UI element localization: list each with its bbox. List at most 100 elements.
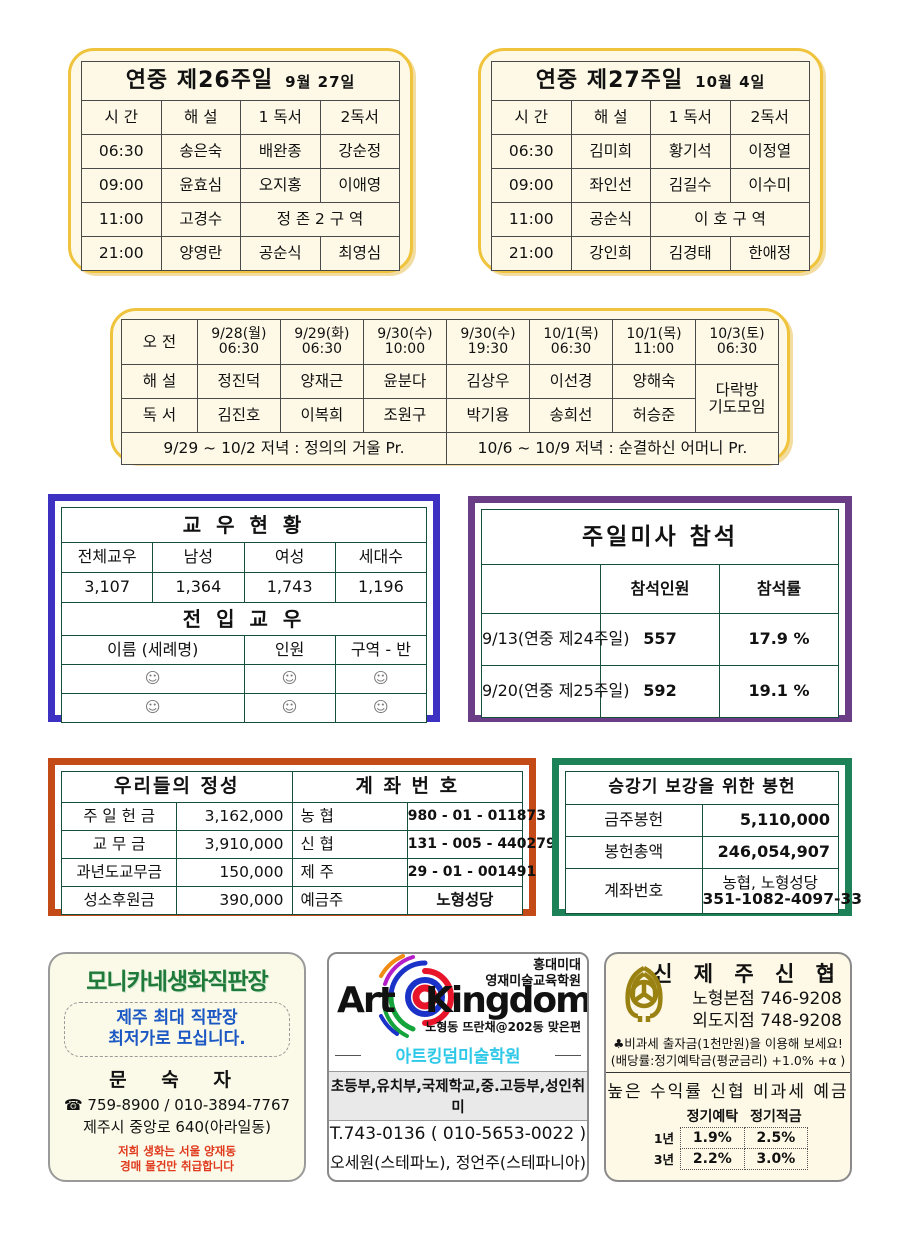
elevator-account-number: 351-1082-4097-33: [702, 890, 863, 908]
table-row: 주 일 헌 금 3,162,000 농 협 980 - 01 - 011873: [60, 802, 546, 831]
attendance-title: 주일미사 참석: [481, 509, 839, 565]
table-row: 09:00 좌인선 김길수 이수미: [491, 168, 810, 203]
sunday-panel-27: 연중 제27주일 10월 4일 시 간 해 설 1 독서 2독서 06:30 김미…: [478, 48, 823, 273]
cell-commentator: 정진덕: [196, 364, 281, 399]
ad-flower-shop[interactable]: 모니카네생화직판장 제주 최대 직판장 최저가로 모십니다. 문 숙 자 ☎ 7…: [48, 952, 306, 1182]
credit-union-promo-line1: ♣비과세 출자금(1천만원)을 이용해 보세요!: [613, 1036, 843, 1052]
table-row: 정기예탁 정기적금: [648, 1105, 808, 1128]
credit-union-highlight: 높은 수익률 신협 비과세 예금: [607, 1081, 849, 1102]
elevator-fund-box: 승강기 보강을 위한 봉헌 금주봉헌 5,110,000 봉헌총액 246,05…: [552, 758, 862, 916]
table-row: 계좌번호 농협, 노형성당 351-1082-4097-33: [565, 868, 862, 914]
offerings-box: 우리들의 정성 계 좌 번 호 주 일 헌 금 3,162,000 농 협 98…: [48, 758, 556, 916]
cell-time: 06:30: [81, 134, 162, 169]
cell-time: 09:00: [491, 168, 572, 203]
table-row: 승강기 보강을 위한 봉헌: [565, 771, 839, 805]
table-row: ☺ ☺ ☺: [61, 664, 428, 694]
cell-reading2: 강순정: [319, 134, 400, 169]
attendance-row-label: 9/20(연중 제25주일): [481, 665, 629, 718]
cell-commentator: 양재근: [279, 364, 364, 399]
bank-name: 예금주: [291, 886, 408, 915]
table-row: 금주봉헌 5,110,000: [565, 804, 839, 837]
sunday-panel-26: 연중 제26주일 9월 27일 시 간 해 설 1 독서 2독서 06:30 송은…: [68, 48, 413, 273]
col-header-time: 시 간: [491, 100, 572, 135]
table-row: 시 간 해 설 1 독서 2독서: [81, 100, 400, 135]
cell-commentator: 양해숙: [611, 364, 696, 399]
offering-amount: 390,000: [176, 886, 293, 915]
cell-reader: 조원구: [362, 398, 447, 433]
table-row: 교 무 금 3,910,000 신 협 131 - 005 - 440279: [60, 830, 556, 859]
weekday-col-1: 9/29(화) 06:30: [279, 319, 364, 365]
offerings-table: 우리들의 정성 계 좌 번 호 주 일 헌 금 3,162,000 농 협 98…: [60, 771, 556, 915]
credit-union-title: 신 제 주 신 협: [653, 962, 842, 986]
offering-item: 과년도교무금: [60, 858, 178, 887]
table-row: 11:00 공순식 이 호 구 역: [491, 202, 810, 237]
ad-art-kingdom[interactable]: Art Kingdom 홍대미대 영재미술교육학원 노형동 뜨란채@202동 맞…: [327, 952, 589, 1182]
cell-reading1: 김길수: [650, 168, 731, 203]
table-row: 참석인원 참석률: [481, 564, 839, 614]
table-row: 성소후원금 390,000 예금주 노형성당: [60, 886, 524, 915]
table-row: 06:30 송은숙 배완종 강순정: [81, 134, 400, 169]
cell-time: 06:30: [491, 134, 572, 169]
col-header-count: 인원: [243, 635, 336, 665]
rate-col-blank: [648, 1105, 681, 1128]
offering-amount: 150,000: [176, 858, 293, 887]
credit-union-branch-2: 외도지점 748-9208: [692, 1011, 842, 1032]
elevator-total-label: 봉헌총액: [565, 836, 703, 869]
col-header-female: 여성: [243, 542, 336, 573]
rate-term: 1년: [653, 1131, 675, 1147]
art-kingdom-phone: T.743-0136 ( 010-5653-0022 ): [329, 1124, 587, 1144]
weekday-time: 11:00: [633, 341, 675, 357]
rate-deposit: 2.2%: [680, 1147, 745, 1170]
table-row: 11:00 고경수 정 존 2 구 역: [81, 202, 400, 237]
col-header-commentator: 해 설: [570, 100, 651, 135]
elevator-account-bank: 농협, 노형성당: [722, 873, 818, 892]
table-row: 연중 제26주일 9월 27일: [81, 61, 400, 101]
cell-reader: 박기용: [445, 398, 530, 433]
weekday-date: 9/30(수): [460, 326, 516, 343]
cell-district: 정 존 2 구 역: [240, 202, 400, 237]
elevator-week-value: 5,110,000: [701, 804, 839, 837]
cell-time: 21:00: [81, 236, 162, 271]
cell-commentator: 고경수: [160, 202, 241, 237]
value-female: 1,743: [243, 572, 336, 603]
table-row: 9/13(연중 제24주일) 557 17.9 %: [481, 613, 839, 666]
weekday-date: 9/28(월): [211, 326, 267, 343]
cell-time: 09:00: [81, 168, 162, 203]
smiley-icon: ☺: [334, 664, 428, 694]
art-kingdom-korean-name: 홍대미대 영재미술교육학원: [485, 958, 581, 991]
ad-credit-union[interactable]: 신 제 주 신 협 노형본점 746-9208 외도지점 748-9208 ♣비…: [604, 952, 852, 1182]
offerings-title-right: 계 좌 번 호: [291, 771, 523, 803]
bank-name: 신 협: [291, 830, 408, 859]
smiley-icon: ☺: [334, 693, 428, 723]
cell-reader: 김진호: [196, 398, 281, 433]
offering-amount: 3,162,000: [176, 802, 293, 831]
col-header-reading1: 1 독서: [240, 100, 321, 135]
table-row: 봉헌총액 246,054,907: [565, 836, 839, 869]
cell-commentator: 좌인선: [570, 168, 651, 203]
footer-legion-right: 10/6 ~ 10/9 저녁 : 순결하신 어머니 Pr.: [445, 432, 780, 465]
flower-shop-owner: 문 숙 자: [109, 1068, 245, 1091]
attendance-box: 주일미사 참석 참석인원 참석률 9/13(연중 제24주일) 557 17.9…: [468, 496, 852, 722]
table-row: 연중 제27주일 10월 4일: [491, 61, 810, 101]
flower-shop-phone-row[interactable]: ☎ 759-8900 / 010-3894-7767: [50, 1096, 304, 1114]
col-header-name: 이름 (세례명): [61, 635, 245, 665]
phone-icon: ☎: [63, 1095, 83, 1114]
table-row: 교 우 현 황: [61, 507, 427, 543]
smiley-icon: ☺: [61, 693, 245, 723]
cell-commentator: 이선경: [528, 364, 613, 399]
credit-union-branch-1: 노형본점 746-9208: [692, 989, 842, 1009]
rate-term: 3년: [653, 1152, 675, 1168]
col-header-blank: [481, 564, 601, 614]
rate-savings: 2.5%: [743, 1126, 809, 1149]
note-line1: 저희 생화는 서울 양재동: [118, 1143, 236, 1158]
col-header-district: 구역 - 반: [334, 635, 428, 665]
attendance-rate: 17.9 %: [719, 613, 839, 666]
value-households: 1,196: [334, 572, 428, 603]
table-row: 06:30 김미희 황기석 이정열: [491, 134, 810, 169]
cell-commentator: 김상우: [445, 364, 530, 399]
cell-commentator: 윤효심: [160, 168, 241, 203]
footer-legion-left: 9/29 ~ 10/2 저녁 : 정의의 거울 Pr.: [121, 432, 447, 465]
art-kingdom-subtitle: 아트킹덤미술학원: [329, 1042, 587, 1067]
art-kingdom-teachers: 오세원(스테파노), 정언주(스테파니아): [330, 1153, 586, 1172]
attendance-rate: 19.1 %: [719, 665, 839, 718]
